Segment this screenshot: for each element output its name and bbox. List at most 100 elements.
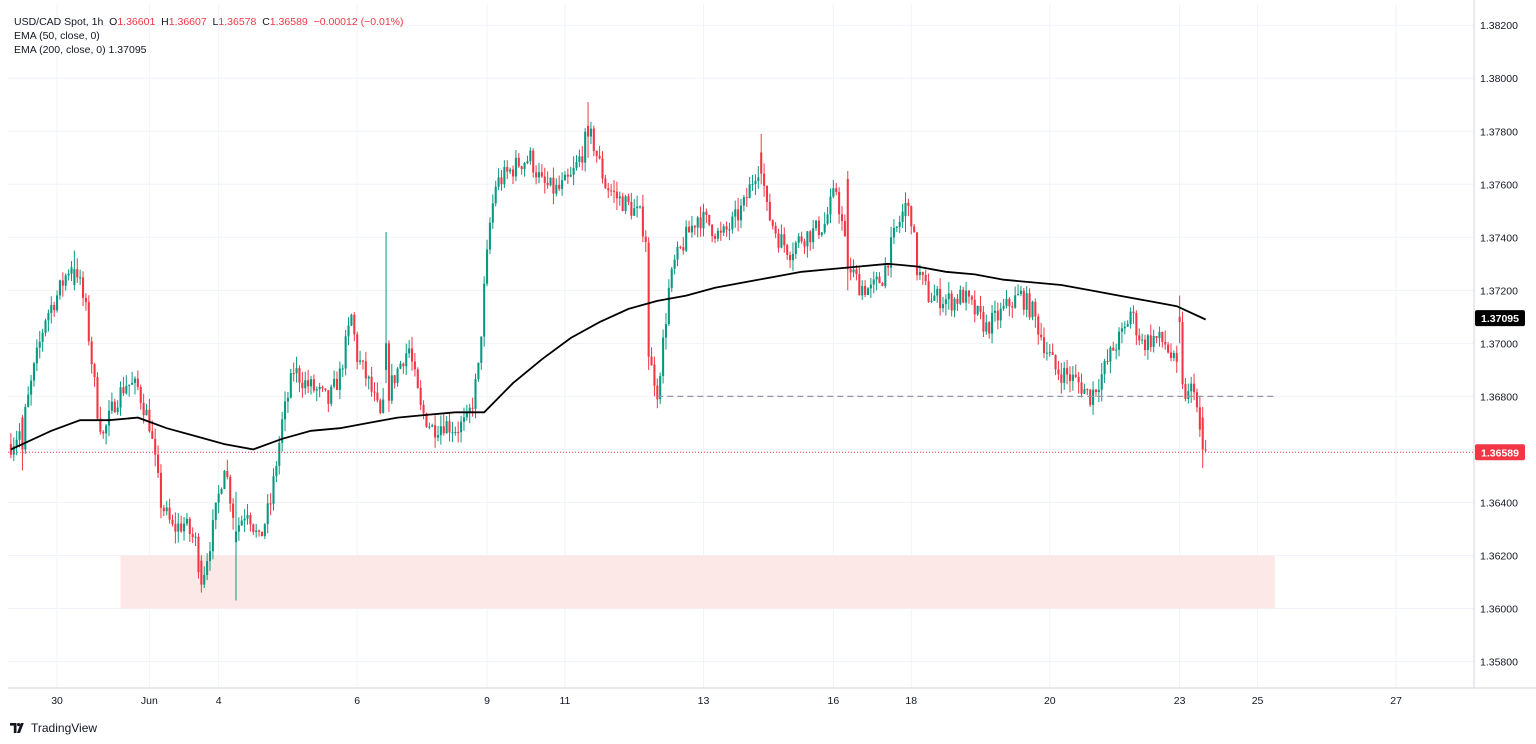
candle-body <box>58 280 61 296</box>
candle-body <box>760 152 763 174</box>
candle-body <box>1155 336 1158 339</box>
candle-body <box>200 560 203 585</box>
candle-body <box>840 214 844 222</box>
candle-body <box>1071 374 1074 381</box>
candle-body <box>739 205 743 221</box>
chart-legend: USD/CAD Spot, 1h O1.36601 H1.36607 L1.36… <box>14 15 404 57</box>
candle-body <box>1167 344 1170 353</box>
candle-body <box>1008 298 1011 307</box>
y-tick-label: 1.37800 <box>1480 126 1518 138</box>
candle-body <box>1028 293 1031 318</box>
candle-body <box>843 221 846 237</box>
candle-body <box>673 259 676 269</box>
candle-body <box>70 267 73 274</box>
axes-layer[interactable]: 1.38200 1.38000 1.37800 1.37600 1.37400 1.372… <box>8 0 1536 707</box>
candle-body <box>1169 352 1173 358</box>
candle-body <box>1126 324 1129 327</box>
candle-body <box>1002 305 1005 309</box>
candle-body <box>431 425 434 427</box>
candle-body <box>318 386 321 390</box>
legend-ema50[interactable]: EMA (50, close, 0) <box>14 30 100 42</box>
candle-body <box>558 184 561 189</box>
candle-body <box>128 384 131 386</box>
candle-body <box>659 375 662 400</box>
candle-body <box>540 172 543 177</box>
candle-body <box>962 289 965 303</box>
candle-body <box>633 208 636 216</box>
candle-body <box>982 311 985 332</box>
symbol-name[interactable]: USD/CAD Spot <box>14 16 86 28</box>
candle-body <box>497 177 500 187</box>
candle-body <box>465 412 468 418</box>
ema200-price-tag-bg <box>1475 310 1525 327</box>
candle-body <box>797 236 800 243</box>
candle-body <box>494 186 497 204</box>
candle-body <box>991 312 994 334</box>
candle-body <box>249 515 252 525</box>
candle-body <box>272 476 275 504</box>
legend-symbol-row: USD/CAD Spot, 1h O1.36601 H1.36607 L1.36… <box>14 16 404 28</box>
candle-body <box>939 288 942 309</box>
interval-label[interactable]: 1h <box>91 16 104 28</box>
candle-body <box>610 190 613 192</box>
candle-body <box>1146 335 1149 350</box>
candle-body <box>517 157 520 167</box>
candle-body <box>768 201 771 221</box>
candle-body <box>1025 293 1028 310</box>
candle-body <box>523 163 526 170</box>
candle-body <box>869 284 872 289</box>
candle-body <box>829 196 832 215</box>
candle-body <box>742 197 745 206</box>
candle-body <box>690 225 693 233</box>
candle-body <box>81 277 85 298</box>
candle-body <box>569 174 572 177</box>
candle-body <box>107 410 111 426</box>
candle-body <box>572 167 575 175</box>
candle-body <box>113 401 116 413</box>
candle-body <box>1074 374 1077 377</box>
candle-body <box>641 206 644 237</box>
candle-body <box>229 476 232 504</box>
candle-body <box>110 401 113 411</box>
candle-body <box>627 196 630 202</box>
candle-body <box>520 166 523 170</box>
tradingview-branding[interactable]: TradingView <box>10 721 97 735</box>
candle-body <box>832 188 835 197</box>
candle-body <box>549 177 552 186</box>
candle-body <box>364 361 367 379</box>
candle-body <box>99 418 102 432</box>
candle-body <box>460 421 463 433</box>
candle-body <box>1066 368 1069 375</box>
candle-body <box>1097 389 1100 393</box>
candle-body <box>1048 352 1051 354</box>
candle-body <box>44 320 47 333</box>
candle-body <box>855 269 858 275</box>
candle-body <box>159 472 162 508</box>
candle-body <box>1120 328 1123 332</box>
candle-body <box>177 523 180 532</box>
candle-body <box>561 180 564 189</box>
candle-body <box>965 290 968 303</box>
candle-body <box>581 156 584 163</box>
candle-body <box>705 211 708 215</box>
candle-body <box>12 446 15 455</box>
candle-body <box>751 183 754 185</box>
candle-body <box>1068 374 1072 381</box>
candle-body <box>685 226 688 251</box>
candle-body <box>284 401 287 420</box>
candle-body <box>1112 347 1115 351</box>
candle-body <box>145 409 148 416</box>
legend-ema200[interactable]: EMA (200, close, 0) 1.37095 <box>14 43 404 57</box>
last-price-tag: 1.36589 <box>1481 447 1519 459</box>
candle-body <box>1190 383 1193 392</box>
candle-body <box>237 525 240 532</box>
candle-body <box>1141 339 1144 341</box>
candle-body <box>800 236 803 242</box>
x-tick-label: 25 <box>1252 695 1264 707</box>
y-tick-label: 1.36800 <box>1480 391 1518 403</box>
y-tick-label: 1.35800 <box>1480 656 1518 668</box>
candle-body <box>921 272 924 275</box>
candle-body <box>630 201 633 216</box>
candle-body <box>667 287 670 325</box>
